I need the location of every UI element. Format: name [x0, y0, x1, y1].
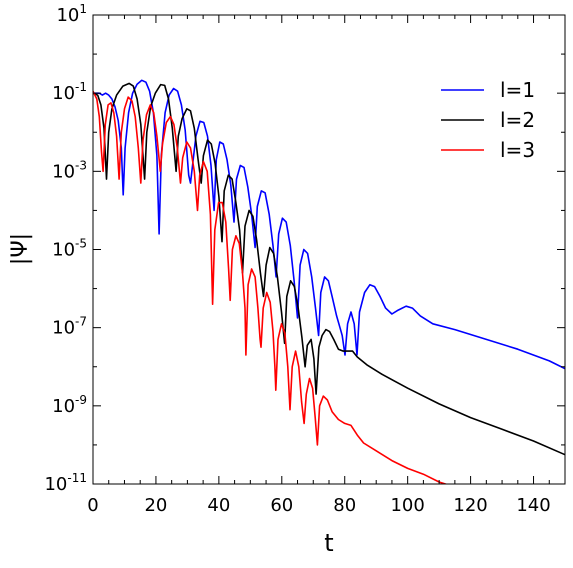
y-tick-label: 10-5 [52, 237, 87, 261]
x-tick-label: 0 [87, 495, 98, 516]
y-tick-label: 10-3 [52, 158, 87, 182]
x-tick-label: 40 [207, 495, 230, 516]
x-tick-label: 140 [516, 495, 550, 516]
y-tick-label: 10-7 [52, 315, 87, 339]
y-tick-label: 10-1 [52, 80, 87, 104]
y-tick-label: 10-9 [52, 393, 87, 417]
y-tick-label: 10-11 [44, 471, 87, 495]
x-tick-label: 100 [390, 495, 424, 516]
y-tick-label: 101 [56, 2, 87, 26]
x-tick-label: 60 [270, 495, 293, 516]
legend-label-2: l=2 [500, 108, 535, 132]
series-line-1 [93, 79, 565, 370]
legend-label-1: l=1 [500, 78, 535, 102]
x-tick-label: 20 [144, 495, 167, 516]
x-tick-label: 80 [333, 495, 356, 516]
plot-frame [92, 14, 566, 485]
x-axis-label: t [324, 529, 333, 557]
tick-layer: 0 20 40 60 80 100 120 140 101 10-1 10-3 10-5 10-7 10-… [44, 2, 566, 516]
y-axis-label: |Ψ| [8, 233, 33, 265]
series-layer [93, 79, 565, 484]
x-tick-label: 120 [453, 495, 487, 516]
legend-label-3: l=3 [500, 138, 535, 162]
legend: l=1 l=2 l=3 [441, 78, 535, 162]
series-line-3 [93, 90, 449, 484]
